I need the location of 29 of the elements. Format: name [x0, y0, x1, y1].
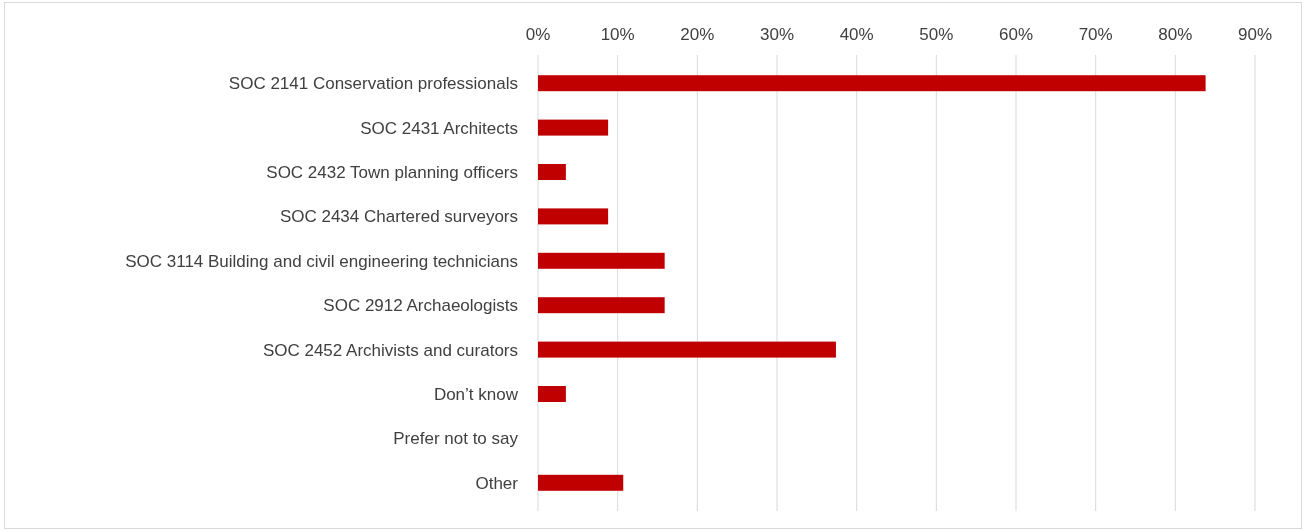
x-tick-label: 80%: [1158, 25, 1193, 44]
y-tick-label: SOC 2141 Conservation professionals: [228, 74, 518, 94]
y-tick-label: SOC 2431 Architects: [360, 118, 518, 138]
y-tick-label: SOC 2452 Archivists and curators: [262, 340, 518, 360]
y-tick-label: SOC 2432 Town planning officers: [266, 162, 518, 182]
bar: [538, 119, 609, 136]
x-tick-label: 60%: [998, 25, 1034, 44]
bar: [538, 474, 624, 491]
y-tick-label: SOC 3114 Building and civil engineering technicians: [125, 251, 518, 271]
x-tick-label: 20%: [680, 25, 715, 44]
bar: [538, 297, 665, 314]
y-tick-label: SOC 2434 Chartered surveyors: [279, 207, 518, 227]
y-tick-label: SOC 2912 Archaeologists: [323, 296, 518, 316]
y-tick-label: Other: [475, 473, 519, 493]
y-tick-label: Don’t know: [433, 384, 519, 404]
x-tick-label: 10%: [600, 25, 635, 44]
x-tick-label: 0%: [525, 25, 551, 44]
bar: [538, 208, 609, 225]
bar: [538, 341, 836, 358]
y-tick-label: Prefer not to say: [393, 429, 519, 449]
x-tick-label: 90%: [1237, 25, 1273, 44]
x-tick-label: 50%: [919, 25, 954, 44]
bar: [538, 75, 1206, 92]
x-tick-label: 70%: [1078, 25, 1113, 44]
x-tick-label: 40%: [839, 25, 874, 44]
bar: [538, 164, 566, 180]
bar: [538, 252, 665, 269]
bar: [538, 386, 566, 402]
x-tick-label: 30%: [759, 25, 795, 44]
